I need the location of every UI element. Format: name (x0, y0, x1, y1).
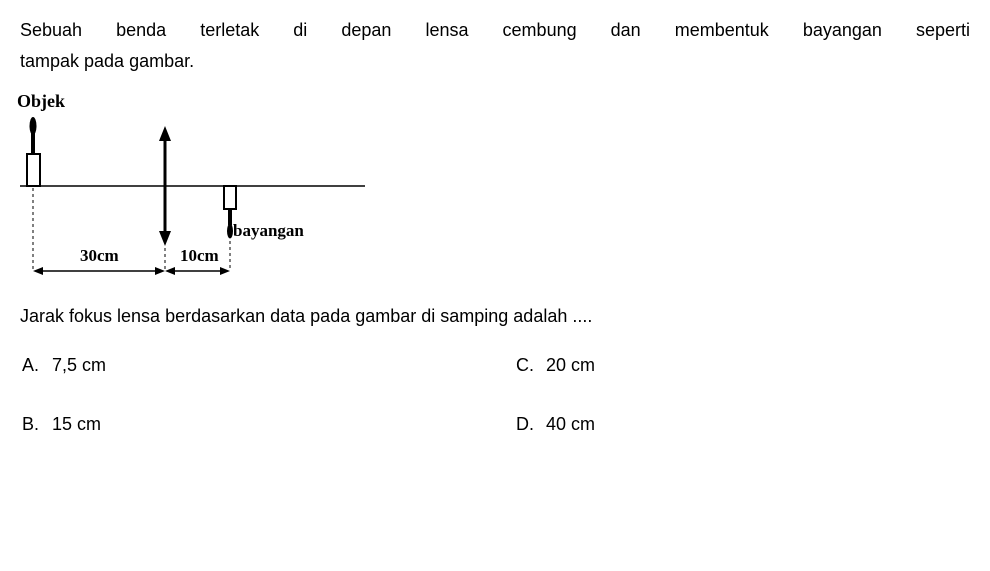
q-word: seperti (916, 15, 970, 46)
option-d: D. 40 cm (516, 414, 970, 435)
q-word: terletak (200, 15, 259, 46)
optics-diagram: Objek (15, 91, 395, 291)
q-word: benda (116, 15, 166, 46)
distance-object-label: 30cm (80, 246, 119, 266)
question-text: Sebuah benda terletak di depan lensa cem… (20, 15, 970, 76)
distance-image-label: 10cm (180, 246, 219, 266)
option-letter: C. (516, 355, 536, 376)
q-word: membentuk (675, 15, 769, 46)
option-b: B. 15 cm (22, 414, 476, 435)
object-candle (27, 117, 40, 186)
option-letter: B. (22, 414, 42, 435)
question-line2: tampak pada gambar. (20, 46, 970, 77)
option-letter: A. (22, 355, 42, 376)
option-text: 40 cm (546, 414, 595, 435)
q-word: depan (341, 15, 391, 46)
q-word: di (293, 15, 307, 46)
dimension-30cm (33, 267, 165, 275)
option-text: 7,5 cm (52, 355, 106, 376)
q-word: bayangan (803, 15, 882, 46)
q-word: Sebuah (20, 15, 82, 46)
answer-grid: A. 7,5 cm C. 20 cm B. 15 cm D. 40 cm (20, 355, 970, 435)
option-letter: D. (516, 414, 536, 435)
followup-question: Jarak fokus lensa berdasarkan data pada … (20, 306, 970, 327)
q-word: cembung (503, 15, 577, 46)
option-a: A. 7,5 cm (22, 355, 476, 376)
dimension-10cm (165, 267, 230, 275)
question-line1: Sebuah benda terletak di depan lensa cem… (20, 15, 970, 46)
q-word: dan (611, 15, 641, 46)
q-word: lensa (425, 15, 468, 46)
image-label: bayangan (233, 221, 304, 241)
object-label: Objek (17, 91, 65, 112)
option-text: 20 cm (546, 355, 595, 376)
option-text: 15 cm (52, 414, 101, 435)
option-c: C. 20 cm (516, 355, 970, 376)
